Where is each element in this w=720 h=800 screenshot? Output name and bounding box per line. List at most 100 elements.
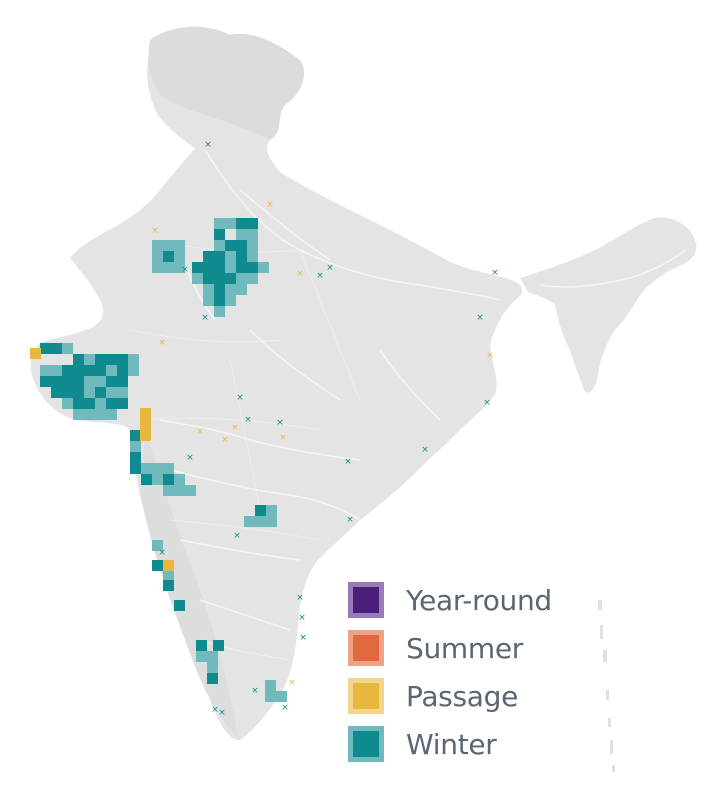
- sighting-marker: ×: [221, 435, 229, 445]
- sighting-marker: ×: [158, 338, 166, 348]
- winter-cell: [213, 640, 224, 651]
- winter-cell: [196, 651, 207, 662]
- sighting-marker: ×: [211, 705, 219, 715]
- winter-cell: [163, 485, 174, 496]
- winter-cell: [163, 240, 174, 251]
- winter-cell: [40, 365, 51, 376]
- sighting-marker: ×: [316, 271, 324, 281]
- winter-cell: [214, 218, 225, 229]
- winter-cell: [207, 651, 218, 662]
- winter-cell: [265, 691, 276, 702]
- winter-cell: [214, 229, 225, 240]
- winter-cell: [51, 343, 62, 354]
- winter-cell: [117, 387, 128, 398]
- sighting-marker: ×: [483, 398, 491, 408]
- winter-cell: [152, 251, 163, 262]
- winter-cell: [73, 409, 84, 420]
- sighting-marker: ×: [204, 140, 212, 150]
- winter-cell: [152, 463, 163, 474]
- sighting-marker: ×: [231, 423, 239, 433]
- island-chain: [598, 600, 615, 772]
- legend-swatch-summer: [348, 630, 384, 666]
- winter-cell: [203, 295, 214, 306]
- winter-cell: [106, 354, 117, 365]
- sighting-marker: ×: [298, 613, 306, 623]
- winter-range: [40, 218, 287, 702]
- legend-swatch-passage: [348, 678, 384, 714]
- sighting-marker: ×: [299, 633, 307, 643]
- winter-cell: [163, 463, 174, 474]
- winter-cell: [141, 474, 152, 485]
- winter-cell: [95, 398, 106, 409]
- legend-swatch-year-round: [348, 582, 384, 618]
- winter-cell: [203, 251, 214, 262]
- winter-cell: [266, 516, 277, 527]
- winter-cell: [73, 365, 84, 376]
- winter-cell: [106, 398, 117, 409]
- winter-cell: [214, 240, 225, 251]
- winter-cell: [214, 295, 225, 306]
- sighting-marker: ×: [186, 453, 194, 463]
- winter-cell: [207, 662, 218, 673]
- mainland-outline: [30, 26, 523, 741]
- winter-cell: [265, 680, 276, 691]
- winter-cell: [174, 262, 185, 273]
- legend: Year-round Summer Passage Winter: [348, 582, 552, 762]
- winter-cell: [236, 229, 247, 240]
- winter-cell: [62, 343, 73, 354]
- winter-cell: [62, 365, 73, 376]
- winter-cell: [163, 570, 174, 581]
- winter-cell: [163, 474, 174, 485]
- winter-cell: [117, 365, 128, 376]
- winter-cell: [73, 387, 84, 398]
- legend-label-summer: Summer: [406, 631, 524, 665]
- winter-cell: [203, 262, 214, 273]
- sighting-marker: ×: [266, 200, 274, 210]
- winter-cell: [117, 398, 128, 409]
- winter-cell: [214, 262, 225, 273]
- winter-cell: [225, 240, 236, 251]
- sighting-marker: ×: [244, 415, 252, 425]
- passage-cell: [140, 430, 151, 441]
- winter-cell: [192, 262, 203, 273]
- winter-cell: [214, 284, 225, 295]
- winter-cell: [141, 463, 152, 474]
- winter-cell: [236, 251, 247, 262]
- legend-item-winter: Winter: [348, 726, 552, 762]
- winter-cell: [247, 273, 258, 284]
- winter-cell: [247, 240, 258, 251]
- legend-item-passage: Passage: [348, 678, 552, 714]
- winter-cell: [73, 398, 84, 409]
- winter-cell: [174, 251, 185, 262]
- legend-swatch-winter: [348, 726, 384, 762]
- winter-cell: [62, 387, 73, 398]
- winter-cell: [51, 376, 62, 387]
- winter-cell: [225, 218, 236, 229]
- winter-cell: [203, 273, 214, 284]
- winter-cell: [196, 640, 207, 651]
- sighting-marker: ×: [281, 703, 289, 713]
- sighting-marker: ×: [346, 515, 354, 525]
- winter-cell: [225, 251, 236, 262]
- winter-cell: [62, 376, 73, 387]
- winter-cell: [236, 273, 247, 284]
- winter-cell: [163, 262, 174, 273]
- winter-cell: [163, 580, 174, 591]
- sighting-marker: ×: [344, 457, 352, 467]
- legend-label-year-round: Year-round: [406, 583, 552, 617]
- winter-cell: [192, 273, 203, 284]
- winter-cell: [152, 262, 163, 273]
- sighting-marker: ×: [476, 313, 484, 323]
- winter-cell: [214, 251, 225, 262]
- winter-cell: [106, 365, 117, 376]
- winter-cell: [106, 387, 117, 398]
- winter-cell: [84, 365, 95, 376]
- winter-cell: [276, 691, 287, 702]
- winter-cell: [174, 600, 185, 611]
- winter-cell: [152, 474, 163, 485]
- winter-cell: [73, 354, 84, 365]
- sighting-marker: ×: [196, 427, 204, 437]
- winter-cell: [95, 376, 106, 387]
- winter-cell: [163, 251, 174, 262]
